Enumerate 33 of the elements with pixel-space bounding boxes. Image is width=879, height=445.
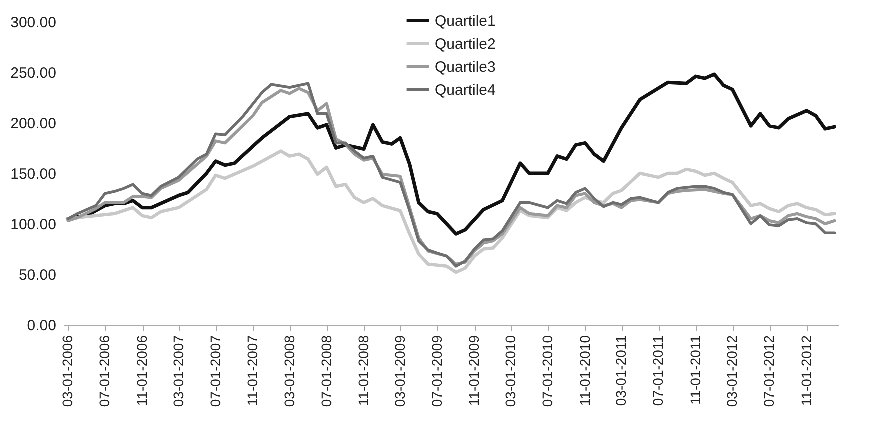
x-tick-label: 11-01-2010 xyxy=(576,335,593,406)
x-tick-label: 11-01-2007 xyxy=(244,335,261,406)
x-tick-label: 03-01-2007 xyxy=(170,335,186,408)
x-tick-label: 07-01-2008 xyxy=(318,335,334,408)
y-tick-label: 150.00 xyxy=(10,166,56,183)
x-tick-label: 11-01-2006 xyxy=(134,335,150,406)
x-tick-label: 03-01-2010 xyxy=(502,335,519,408)
x-tick-label: 11-01-2012 xyxy=(798,335,814,406)
x-tick-label: 07-01-2010 xyxy=(540,335,556,408)
x-tick-label: 11-01-2011 xyxy=(687,335,704,406)
legend-label: Quartile4 xyxy=(435,82,496,99)
x-tick-label: 03-01-2006 xyxy=(60,335,76,408)
x-tick-label: 07-01-2007 xyxy=(207,335,224,408)
legend-label: Quartile3 xyxy=(435,59,496,76)
legend-label: Quartile2 xyxy=(435,36,496,53)
x-tick-label: 07-01-2009 xyxy=(428,335,445,408)
y-tick-label: 50.00 xyxy=(18,267,56,284)
x-tick-label: 11-01-2008 xyxy=(356,335,372,406)
y-tick-label: 300.00 xyxy=(10,14,56,32)
x-tick-label: 03-01-2008 xyxy=(281,335,298,408)
x-tick-label: 11-01-2009 xyxy=(466,335,482,406)
legend-label: Quartile1 xyxy=(435,13,496,30)
y-tick-label: 250.00 xyxy=(10,65,56,82)
x-tick-label: 07-01-2011 xyxy=(650,335,666,406)
y-tick-label: 0.00 xyxy=(27,318,56,334)
y-tick-label: 200.00 xyxy=(10,116,56,132)
x-tick-label: 03-01-2012 xyxy=(724,335,740,408)
y-tick-label: 100.00 xyxy=(10,216,56,234)
x-tick-label: 03-01-2011 xyxy=(613,335,630,406)
x-tick-label: 07-01-2012 xyxy=(761,335,778,408)
x-tick-label: 07-01-2006 xyxy=(96,335,113,408)
line-series xyxy=(66,150,836,274)
x-tick-label: 03-01-2009 xyxy=(392,335,408,408)
